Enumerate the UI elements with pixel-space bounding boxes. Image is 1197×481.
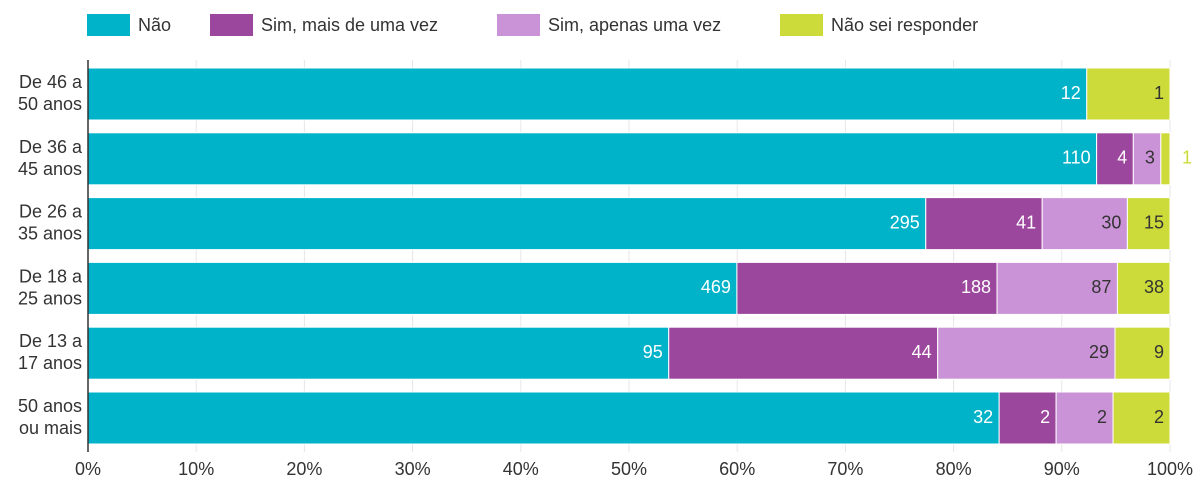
bar-segment <box>1041 197 1128 251</box>
legend-label: Não <box>138 15 171 35</box>
data-label: 30 <box>1101 212 1121 232</box>
data-label: 3 <box>1145 148 1155 168</box>
bar-segment <box>668 326 939 380</box>
bar-segment <box>87 132 1098 186</box>
y-tick-label: De 36 a 45 anos <box>18 137 83 179</box>
data-label: 2 <box>1040 407 1050 427</box>
y-tick-label: De 26 a 35 anos <box>18 201 83 243</box>
data-label: 12 <box>1061 83 1081 103</box>
bar-segment <box>1112 391 1171 445</box>
y-tick-label: De 18 a 25 anos <box>18 266 83 308</box>
data-label: 4 <box>1117 148 1127 168</box>
data-label: 110 <box>1062 148 1091 168</box>
data-label: 38 <box>1144 277 1164 297</box>
bar-segment <box>736 261 998 315</box>
data-label: 469 <box>701 277 731 297</box>
y-tick-label: De 13 a 17 anos <box>18 331 83 373</box>
bar-segment <box>1096 132 1134 186</box>
bar-segment <box>1086 67 1171 121</box>
x-tick-label: 70% <box>827 459 863 479</box>
data-label: 29 <box>1089 342 1109 362</box>
x-tick-label: 50% <box>611 459 647 479</box>
data-label: 41 <box>1016 212 1036 232</box>
x-tick-label: 10% <box>178 459 214 479</box>
data-label: 2 <box>1154 407 1164 427</box>
bar-segment <box>1132 132 1162 186</box>
bar-segment <box>87 197 927 251</box>
bar-segment <box>87 261 738 315</box>
x-tick-label: 60% <box>719 459 755 479</box>
x-tick-label: 90% <box>1044 459 1080 479</box>
bar-segment <box>996 261 1118 315</box>
x-tick-label: 20% <box>286 459 322 479</box>
data-label: 295 <box>890 212 920 232</box>
x-tick-label: 40% <box>503 459 539 479</box>
data-label: 95 <box>643 342 663 362</box>
legend-label: Não sei responder <box>831 15 978 35</box>
legend-label: Sim, apenas uma vez <box>548 15 721 35</box>
data-label: 32 <box>973 407 993 427</box>
x-tick-label: 30% <box>395 459 431 479</box>
data-label: 1 <box>1182 148 1192 168</box>
data-label: 15 <box>1144 212 1164 232</box>
bar-segment <box>87 67 1088 121</box>
y-tick-label: 50 anos ou mais <box>18 396 82 438</box>
data-label: 2 <box>1097 407 1107 427</box>
bar-segment <box>87 391 1000 445</box>
x-tick-label: 0% <box>75 459 101 479</box>
legend-swatch <box>210 14 253 36</box>
x-tick-label: 80% <box>936 459 972 479</box>
legend-label: Sim, mais de uma vez <box>261 15 438 35</box>
y-tick-label: De 46 a 50 anos <box>18 72 83 114</box>
legend-swatch <box>780 14 823 36</box>
data-label: 87 <box>1091 277 1111 297</box>
bar-segment <box>87 326 670 380</box>
legend-swatch <box>87 14 130 36</box>
x-tick-label: 100% <box>1147 459 1193 479</box>
bar-segment <box>1114 326 1171 380</box>
bar-segment <box>1055 391 1114 445</box>
bar-segment <box>1116 261 1171 315</box>
data-label: 1 <box>1154 83 1164 103</box>
data-label: 9 <box>1154 342 1164 362</box>
bar-segment <box>998 391 1057 445</box>
data-label: 44 <box>912 342 932 362</box>
bar-segment <box>1126 197 1171 251</box>
bar-segment <box>1160 132 1171 186</box>
legend-swatch <box>497 14 540 36</box>
data-label: 188 <box>961 277 991 297</box>
